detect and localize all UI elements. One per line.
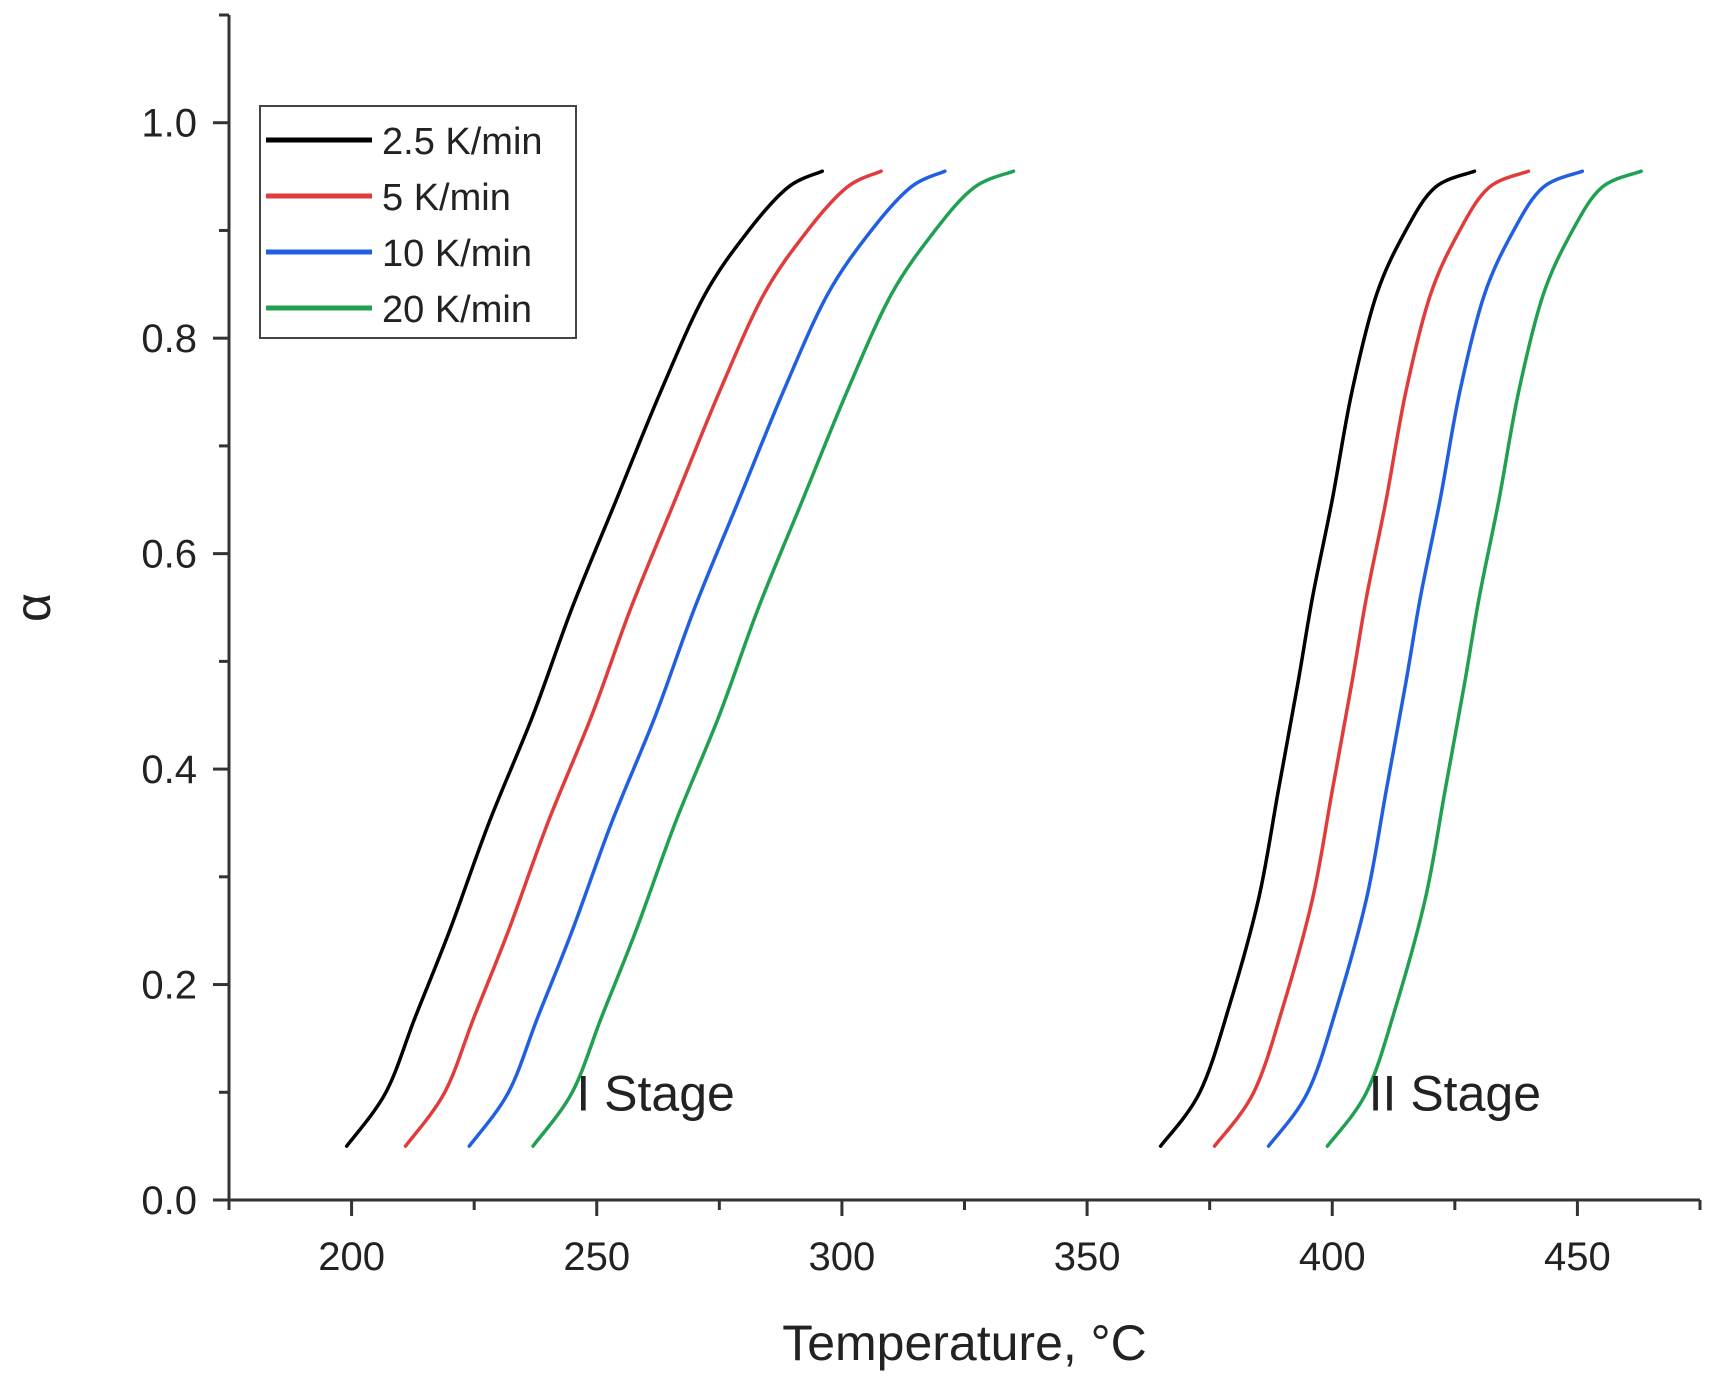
legend: 2.5 K/min 5 K/min 10 K/min 20 K/min	[259, 105, 577, 339]
x-tick-label: 400	[1299, 1235, 1366, 1279]
series-line-2-stage-2	[1212, 169, 1531, 1148]
series-line-1-stage-2	[1158, 169, 1477, 1148]
y-axis-title: α	[5, 593, 61, 622]
x-axis-title: Temperature, °C	[782, 1315, 1147, 1371]
legend-label: 5 K/min	[382, 177, 511, 219]
y-tick-label: 0.4	[141, 748, 197, 792]
legend-label: 2.5 K/min	[382, 121, 543, 163]
series-line-3-stage-2	[1266, 169, 1585, 1148]
x-tick-label: 250	[563, 1235, 630, 1279]
x-tick-label: 200	[318, 1235, 385, 1279]
y-tick-label: 0.6	[141, 533, 197, 577]
y-tick-label: 0.2	[141, 964, 197, 1008]
legend-label: 10 K/min	[382, 233, 532, 275]
x-tick-label: 450	[1544, 1235, 1611, 1279]
series-line-3-stage-1	[467, 169, 947, 1148]
x-tick-label: 350	[1054, 1235, 1121, 1279]
stage-1-annotation: I Stage	[576, 1065, 734, 1121]
y-tick-label: 0.0	[141, 1179, 197, 1223]
legend-label: 20 K/min	[382, 289, 532, 331]
legend-box	[259, 105, 577, 339]
series-line-1-stage-1	[344, 169, 825, 1148]
y-tick-label: 0.8	[141, 317, 197, 361]
stage-2-annotation: II Stage	[1369, 1065, 1541, 1121]
y-tick-label: 1.0	[141, 102, 197, 146]
x-tick-label: 300	[809, 1235, 876, 1279]
series-line-4-stage-2	[1325, 169, 1643, 1148]
series-line-4-stage-1	[531, 169, 1016, 1148]
legend-items: 2.5 K/min 5 K/min 10 K/min 20 K/min	[266, 121, 543, 331]
series-line-2-stage-1	[403, 169, 883, 1148]
series-layer	[344, 169, 1643, 1148]
ticks-layer: 200 250 300 350 400 450 0.0 0.2 0.4 0.6 0.8 1.0	[141, 13, 1702, 1279]
